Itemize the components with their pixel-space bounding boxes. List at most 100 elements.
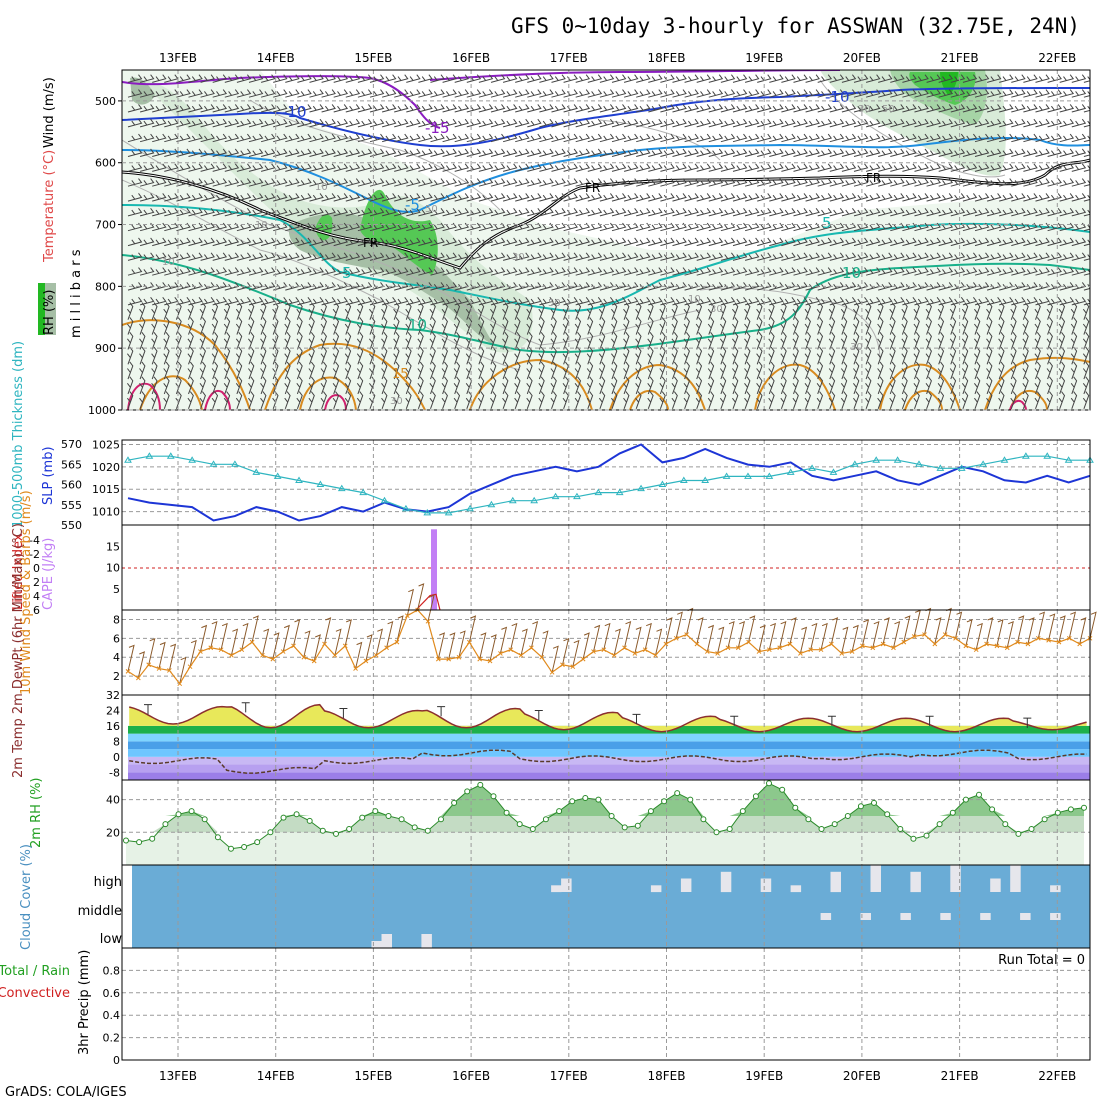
wind-barb	[550, 376, 557, 395]
wind-barb	[454, 252, 470, 261]
wind-barb	[211, 376, 219, 395]
run-total-label: Run Total = 0	[998, 953, 1085, 968]
wind-barb	[1071, 237, 1087, 247]
rh-point	[608, 813, 615, 819]
wind-barb	[188, 237, 203, 247]
wind-barb	[902, 178, 917, 187]
thickness-point	[380, 496, 389, 504]
wind-barb	[477, 391, 485, 409]
surface-wind-barb	[148, 637, 156, 665]
wind-barb	[719, 376, 727, 395]
wind-barb	[1034, 361, 1041, 380]
wind-barb	[648, 222, 663, 232]
wind-barb	[986, 252, 1002, 261]
wind-barb	[152, 89, 167, 98]
wind-barb	[841, 118, 857, 128]
wind-barb	[478, 208, 494, 217]
wind-barb	[732, 133, 748, 143]
wind-barb	[224, 74, 240, 83]
rh-point	[766, 780, 772, 787]
wind-barb	[502, 104, 518, 113]
wind-barb	[816, 332, 824, 350]
wind-barb	[200, 163, 215, 172]
wind-barb	[707, 302, 715, 320]
surface-wind-barb	[530, 620, 539, 648]
wind-barb	[333, 133, 349, 143]
wind-barb	[769, 297, 784, 306]
precip-convective-label: Convective	[0, 986, 70, 1001]
wind-barb	[962, 74, 978, 83]
wind-barb	[805, 133, 820, 143]
wind-barb	[586, 302, 594, 320]
wind-barb	[926, 222, 941, 232]
wind-barb	[515, 193, 530, 202]
wind-barb	[853, 237, 869, 247]
wind-barb	[393, 332, 400, 350]
wind-barb	[1023, 297, 1038, 306]
wind-barb	[369, 193, 385, 202]
wind-barb	[539, 133, 554, 143]
wind-barb	[684, 104, 699, 113]
wind-barb	[841, 267, 857, 276]
wind-barb	[418, 193, 433, 202]
wind-barb	[139, 346, 146, 365]
wind-barb	[950, 252, 966, 261]
temp-tick-label: 32	[106, 689, 120, 702]
surface-wind-barb	[944, 607, 952, 635]
wind-barb	[394, 118, 409, 128]
wind-barb	[719, 391, 727, 409]
wind-barb	[1023, 178, 1038, 187]
wind-barb	[986, 267, 1002, 276]
surface-wind-barb	[199, 624, 208, 652]
wind-barb	[1011, 193, 1026, 202]
wind-barb	[659, 391, 666, 409]
temp-tick-label: -8	[109, 766, 120, 779]
wind-speed-point	[218, 647, 224, 653]
wind-barb	[418, 178, 433, 187]
surface-wind-barb	[861, 619, 870, 647]
wind-barb	[200, 89, 215, 98]
wind-barb	[793, 178, 808, 187]
wind-barb	[320, 302, 327, 320]
wind-barb	[756, 361, 763, 380]
wind-barb	[757, 237, 772, 247]
wind-barb	[744, 148, 760, 157]
wind-barb	[781, 104, 796, 113]
surface-wind-barb	[282, 624, 290, 652]
wind-barb	[878, 237, 893, 247]
wind-barb	[986, 237, 1002, 247]
wind-barb	[757, 74, 772, 83]
wind-barb	[309, 237, 324, 247]
lifted-index-axis-label: Lifted Index	[11, 533, 26, 610]
rh-point	[1054, 809, 1061, 816]
wind-speed-point	[125, 669, 131, 674]
rh-point	[228, 845, 234, 852]
wind-barb	[805, 208, 820, 217]
temp-tick-label: 0	[113, 751, 120, 764]
wind-barb	[332, 391, 340, 409]
wind-barb	[430, 133, 445, 143]
wind-barb	[139, 302, 146, 320]
wind-barb	[1034, 346, 1041, 365]
wind-barb	[478, 133, 494, 143]
wind-barb	[309, 208, 324, 217]
thickness-point	[359, 488, 368, 496]
wind-barb	[224, 237, 240, 247]
wind-speed-point	[280, 649, 286, 654]
wind-barb	[139, 104, 155, 113]
wind-barb	[805, 193, 820, 202]
bottom-date-axis: 13FEB 14FEB 15FEB 16FEB 17FEB 18FEB 19FEB 20FEB…	[159, 1069, 1076, 1083]
wind-barb	[598, 346, 606, 365]
wind-speed-point	[1066, 635, 1072, 641]
wind-barb	[672, 118, 687, 128]
rh-point	[267, 829, 274, 836]
wind-barb	[599, 163, 615, 172]
wind-barb	[1047, 193, 1062, 202]
surface-wind-barb	[758, 624, 766, 652]
wind-barb	[527, 267, 542, 276]
wind-barb	[719, 317, 727, 335]
wind-speed-point	[735, 645, 741, 651]
wind-barb	[309, 178, 324, 187]
wind-barb	[176, 148, 191, 157]
